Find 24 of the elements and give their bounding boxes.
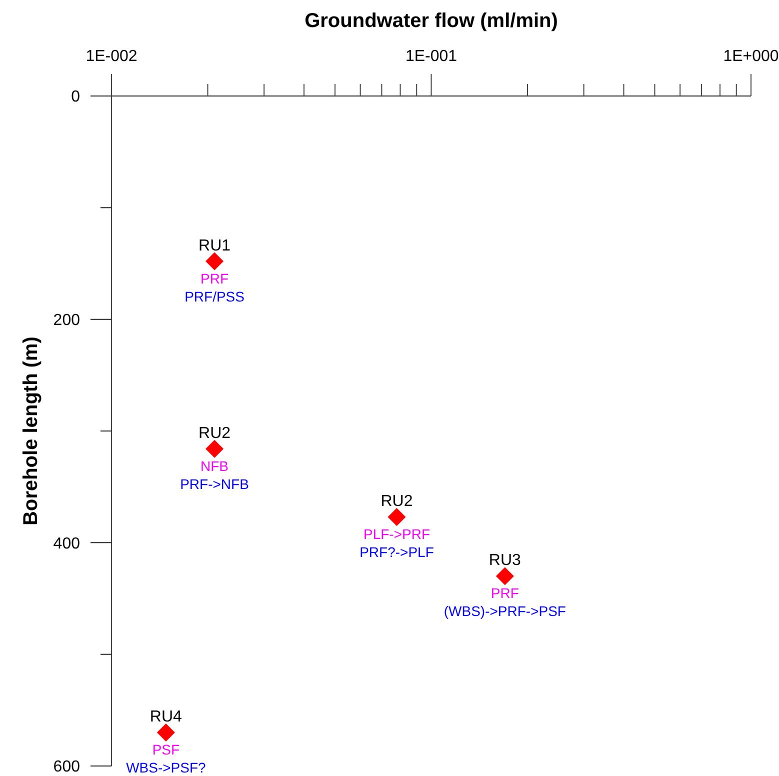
annotation: PRF?->PLF bbox=[360, 544, 434, 560]
data-label: RU2 bbox=[198, 424, 231, 442]
x-axis-title: Groundwater flow (ml/min) bbox=[304, 10, 558, 32]
y-tick-label: 600 bbox=[53, 758, 80, 776]
annotation: PRF bbox=[200, 270, 229, 286]
data-label: RU1 bbox=[198, 237, 231, 254]
data-label: RU4 bbox=[150, 708, 182, 726]
y-axis-title: Borehole length (m) bbox=[20, 336, 42, 526]
data-label: RU2 bbox=[380, 492, 413, 510]
y-tick-label: 200 bbox=[53, 312, 80, 329]
annotation: (WBS)->PRF->PSF bbox=[444, 603, 566, 620]
annotation: PRF->NFB bbox=[180, 476, 249, 492]
annotation: WBS->PSF? bbox=[126, 760, 206, 776]
y-tick-label: 0 bbox=[71, 88, 80, 106]
x-tick-label: 1E-001 bbox=[405, 48, 458, 65]
y-tick-label: 400 bbox=[53, 535, 80, 552]
annotation: PRF bbox=[490, 585, 519, 602]
annotation: NFB bbox=[200, 458, 229, 474]
annotation: PLF->PRF bbox=[363, 526, 430, 542]
annotation: PRF/PSS bbox=[184, 288, 244, 304]
x-tick-label: 1E+000 bbox=[723, 48, 779, 65]
annotation: PSF bbox=[152, 742, 180, 758]
data-label: RU3 bbox=[488, 552, 522, 570]
x-tick-label: 1E-002 bbox=[86, 48, 138, 65]
